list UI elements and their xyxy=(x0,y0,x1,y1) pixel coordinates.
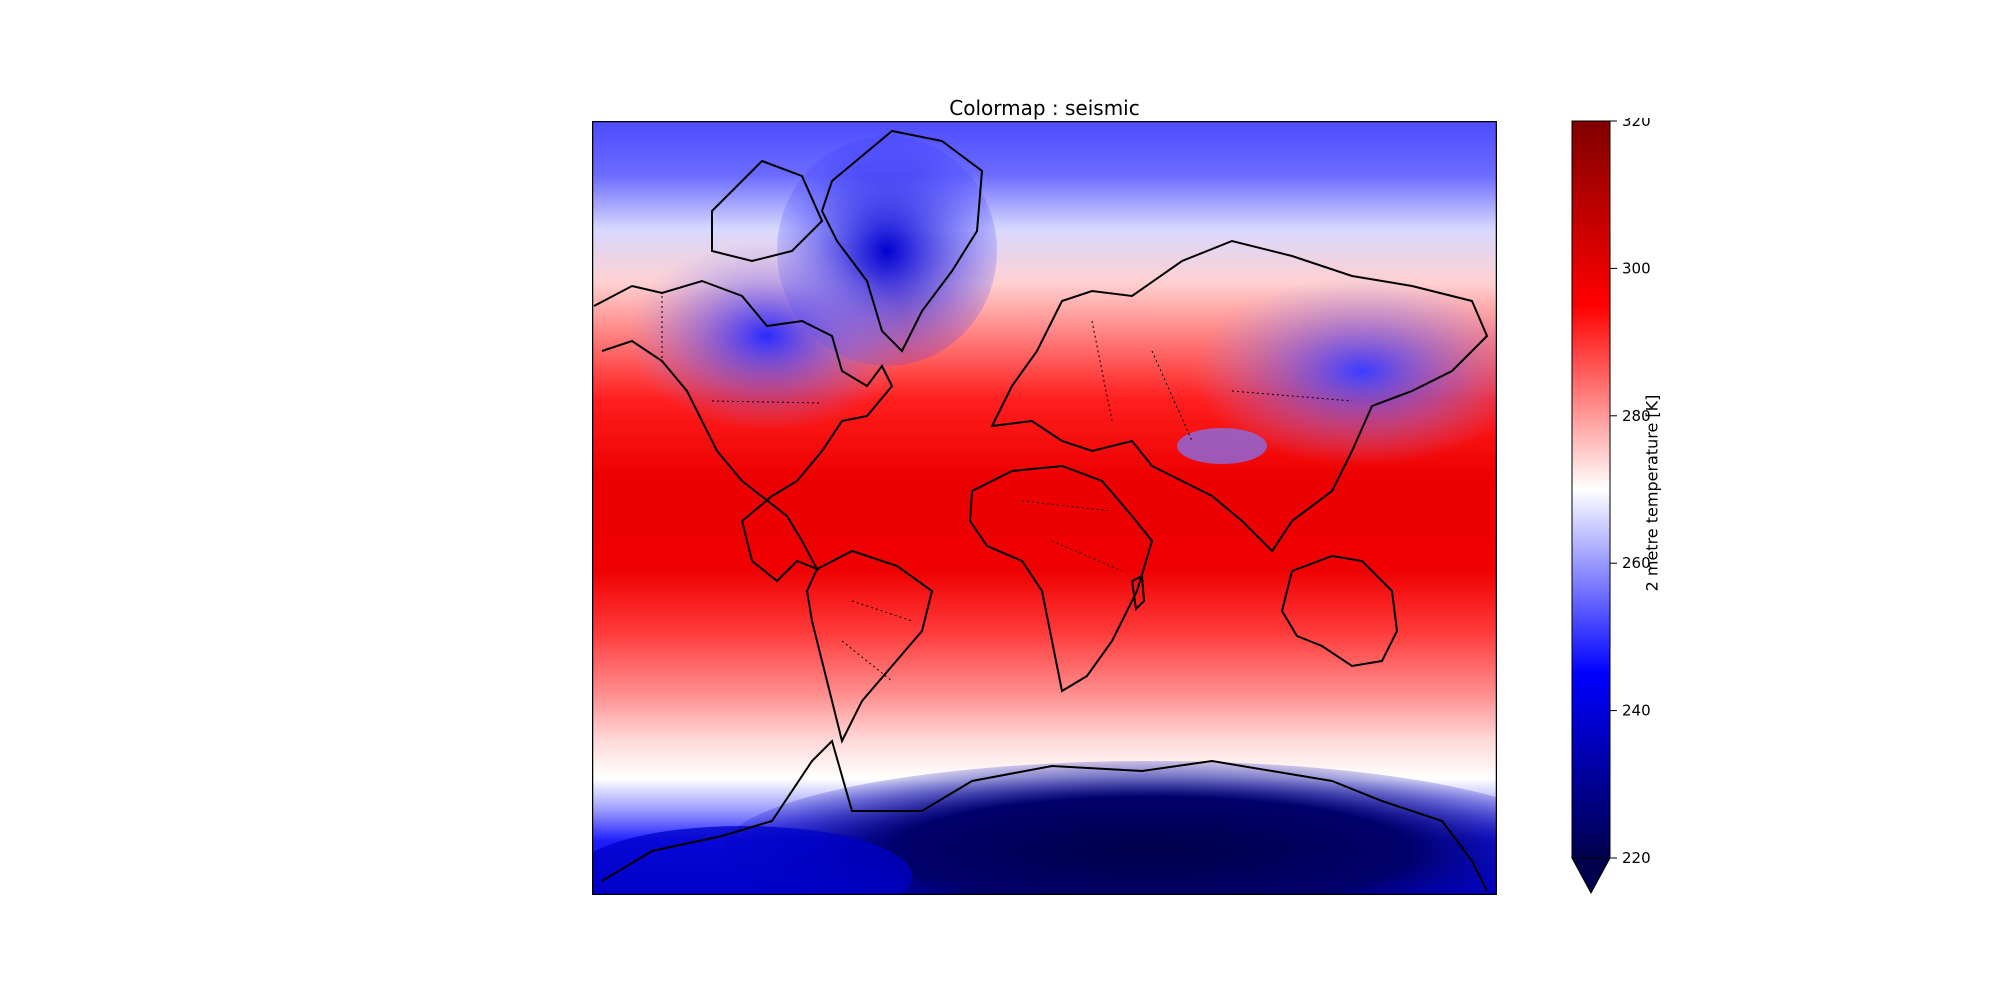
colorbar-tick-label: 300 xyxy=(1622,259,1651,277)
colorbar-ticks: 220 240 260 280 300 320 xyxy=(1610,118,1651,867)
borders xyxy=(661,296,1353,682)
tibet-cold-area xyxy=(1177,428,1267,464)
antarctica-cold-area xyxy=(722,761,1497,895)
colorbar-tick-label: 260 xyxy=(1622,554,1651,572)
temperature-map xyxy=(592,121,1497,895)
map-title: Colormap : seismic xyxy=(949,96,1140,120)
arctic-islands-coast xyxy=(711,159,824,263)
madagascar-coast xyxy=(1130,574,1146,612)
antarctica-coast xyxy=(601,739,1488,892)
colorbar-label: 2 metre temperature [K] xyxy=(1642,394,1662,592)
australia-coast xyxy=(1280,554,1399,668)
south-america-coast xyxy=(805,549,934,744)
colorbar-tick-label: 220 xyxy=(1622,849,1651,867)
africa-coast xyxy=(968,464,1154,693)
map-border xyxy=(592,121,1497,895)
greenland-coast xyxy=(820,129,984,353)
north-america-coast xyxy=(593,279,894,583)
colorbar-tick-label: 280 xyxy=(1622,407,1651,425)
colorbar-tick-label: 240 xyxy=(1622,702,1651,720)
colorbar-tick-label: 320 xyxy=(1622,118,1651,130)
canada-cold-area xyxy=(627,241,907,431)
eurasia-coast xyxy=(990,239,1489,553)
colorbar-gradient xyxy=(1571,120,1611,859)
antarctica-west-cold-area xyxy=(592,826,912,895)
siberia-cold-area xyxy=(1192,276,1497,466)
colorbar-extend-min xyxy=(1571,857,1611,895)
colorbar: 220 240 260 280 300 320 xyxy=(1571,118,1651,895)
coastlines xyxy=(593,129,1489,892)
